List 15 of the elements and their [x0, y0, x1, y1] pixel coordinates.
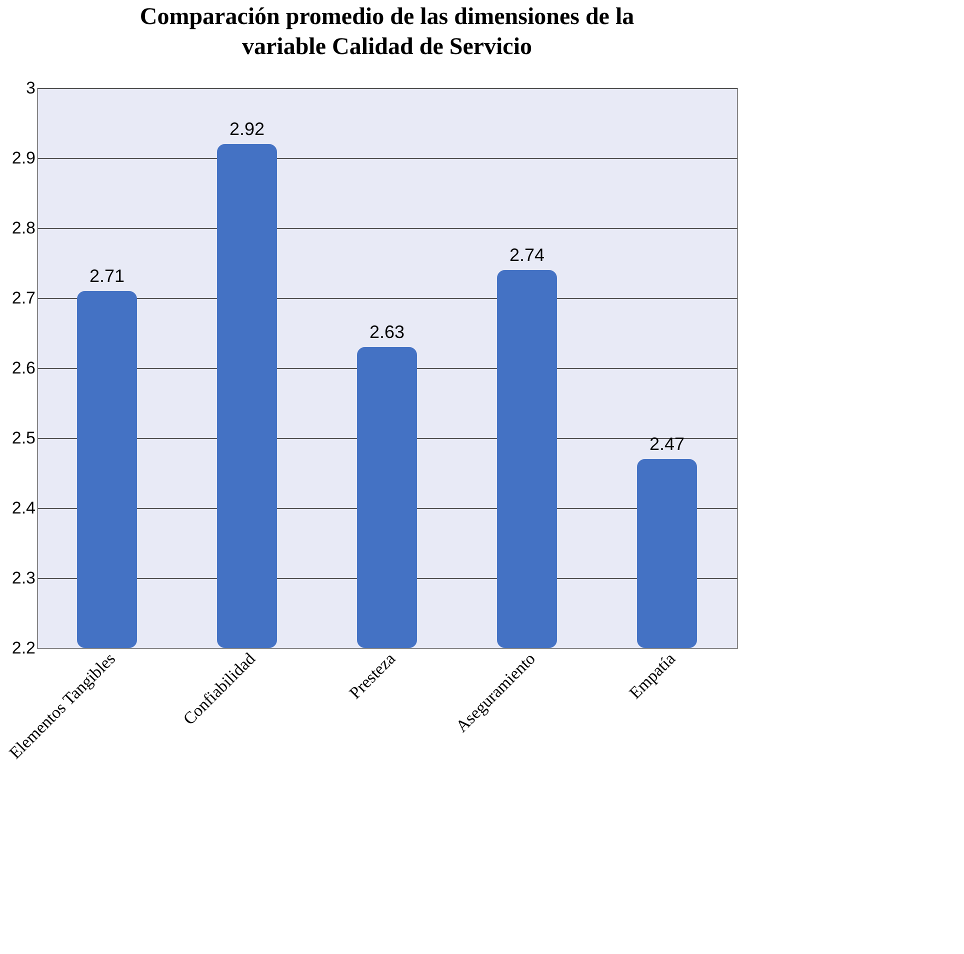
y-tick-label: 3 — [26, 78, 36, 98]
data-label: 2.63 — [369, 322, 405, 342]
y-tick-label: 2.7 — [12, 288, 36, 308]
y-tick-label: 2.9 — [12, 148, 36, 168]
y-tick-label: 2.2 — [12, 638, 36, 658]
y-tick-label: 2.3 — [12, 568, 36, 588]
y-tick-label: 2.6 — [12, 358, 36, 378]
chart-title: Comparación promedio de las dimensiones de la variable Calidad de Servicio — [140, 4, 634, 60]
y-tick-label: 2.5 — [12, 428, 36, 448]
data-label: 2.71 — [89, 266, 125, 286]
data-label: 2.47 — [649, 434, 685, 454]
data-label: 2.74 — [509, 245, 545, 265]
data-label: 2.92 — [229, 119, 265, 139]
y-tick-label: 2.8 — [12, 218, 36, 238]
y-tick-label: 2.4 — [12, 498, 36, 518]
